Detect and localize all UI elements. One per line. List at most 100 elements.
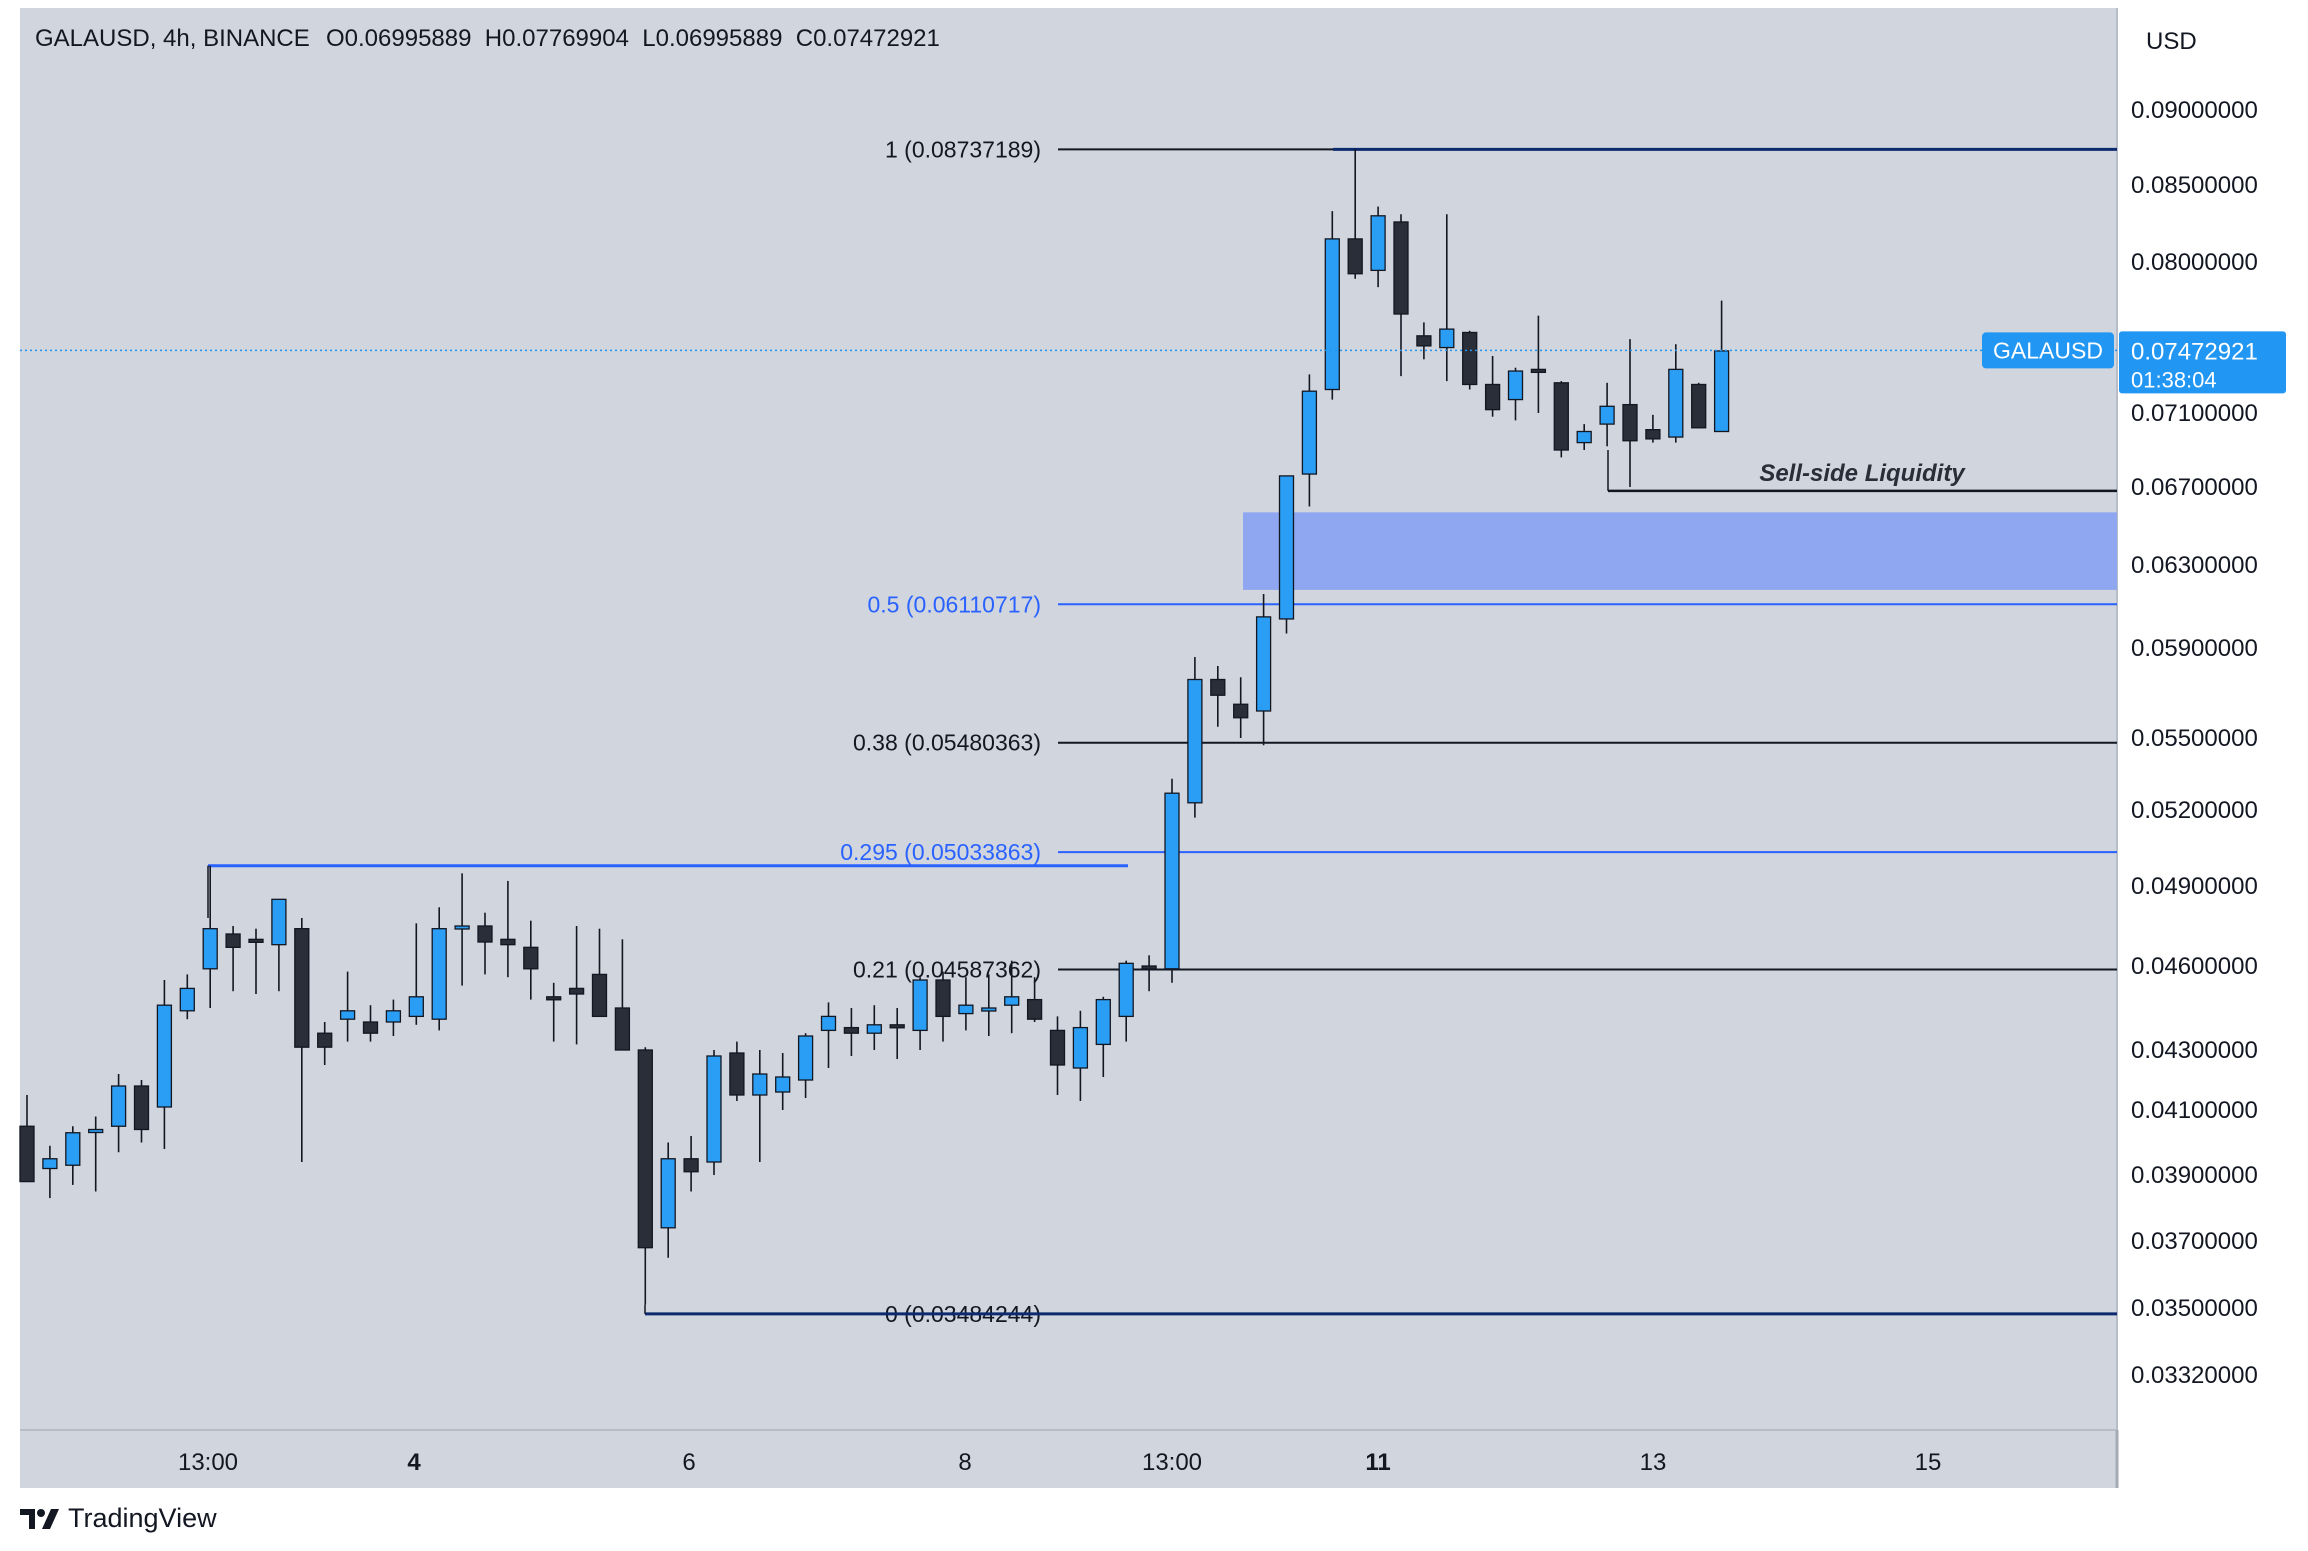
- candle[interactable]: [1004, 960, 1020, 1034]
- candle[interactable]: [683, 1136, 699, 1192]
- candle[interactable]: [1095, 996, 1111, 1077]
- candle[interactable]: [1118, 960, 1134, 1042]
- candle[interactable]: [1668, 344, 1684, 443]
- candle[interactable]: [179, 974, 195, 1020]
- candle[interactable]: [1370, 206, 1386, 288]
- candle[interactable]: [797, 1033, 814, 1098]
- candle[interactable]: [110, 1074, 127, 1153]
- candle[interactable]: [1439, 214, 1455, 382]
- candle-body: [1622, 403, 1638, 442]
- candle[interactable]: [958, 977, 974, 1031]
- candle[interactable]: [912, 977, 928, 1050]
- candle[interactable]: [454, 873, 470, 986]
- currency-button[interactable]: USD: [2128, 16, 2288, 64]
- candle[interactable]: [775, 1053, 791, 1110]
- candle-body: [1576, 430, 1592, 444]
- candle[interactable]: [202, 865, 218, 1008]
- candle[interactable]: [1255, 594, 1272, 746]
- candle-body: [1324, 238, 1340, 391]
- candle-body: [1691, 383, 1707, 429]
- candle[interactable]: [500, 880, 516, 978]
- candle[interactable]: [133, 1080, 150, 1143]
- candle[interactable]: [1347, 149, 1363, 279]
- candle[interactable]: [614, 939, 631, 1051]
- candle[interactable]: [1049, 1016, 1066, 1095]
- price-axis-label: 0.03700000: [2131, 1228, 2258, 1255]
- current-price-value: 0.07472921: [2131, 338, 2258, 365]
- candle[interactable]: [889, 1008, 905, 1059]
- candle[interactable]: [156, 980, 173, 1149]
- candle[interactable]: [843, 1008, 860, 1056]
- candle[interactable]: [1278, 475, 1295, 634]
- candle[interactable]: [752, 1050, 768, 1162]
- candle[interactable]: [385, 999, 402, 1036]
- time-axis-label: 4: [407, 1449, 421, 1476]
- candle[interactable]: [431, 907, 447, 1031]
- tradingview-logo[interactable]: TradingView: [20, 1503, 217, 1534]
- candle[interactable]: [1210, 666, 1226, 727]
- candle[interactable]: [981, 974, 997, 1036]
- candle[interactable]: [1484, 355, 1501, 417]
- price-axis-label: 0.03500000: [2131, 1295, 2258, 1322]
- candle[interactable]: [935, 971, 951, 1042]
- fvg-zone[interactable]: [1243, 512, 2117, 590]
- price-axis-label: 0.04600000: [2131, 953, 2258, 980]
- candle-body: [729, 1052, 745, 1096]
- candle[interactable]: [866, 1005, 882, 1050]
- candle[interactable]: [477, 912, 493, 975]
- candle-body: [1370, 215, 1386, 272]
- candle-body: [156, 1004, 173, 1108]
- candle[interactable]: [660, 1142, 676, 1258]
- candle[interactable]: [1301, 374, 1318, 507]
- candle-body: [1393, 221, 1409, 315]
- candle[interactable]: [1645, 414, 1661, 443]
- candle[interactable]: [1507, 367, 1524, 421]
- candle[interactable]: [362, 1005, 379, 1042]
- candle-body: [889, 1024, 905, 1029]
- candle[interactable]: [546, 982, 562, 1042]
- candle[interactable]: [1233, 677, 1249, 738]
- candle[interactable]: [1599, 382, 1615, 447]
- candle[interactable]: [591, 928, 608, 1018]
- candle[interactable]: [1530, 315, 1547, 413]
- candle[interactable]: [339, 971, 356, 1042]
- candle[interactable]: [1462, 330, 1478, 390]
- candle[interactable]: [1622, 339, 1638, 487]
- candle[interactable]: [637, 1047, 653, 1305]
- candle[interactable]: [1141, 955, 1157, 992]
- price-axis-label: 0.04900000: [2131, 873, 2258, 900]
- candle[interactable]: [42, 1145, 58, 1199]
- candle-body: [1072, 1026, 1089, 1069]
- candle[interactable]: [1164, 778, 1180, 983]
- candle-body: [1301, 390, 1318, 475]
- candle[interactable]: [225, 926, 241, 992]
- candle[interactable]: [568, 926, 585, 1045]
- candle[interactable]: [65, 1126, 81, 1185]
- candle[interactable]: [408, 923, 424, 1025]
- candle[interactable]: [1026, 977, 1043, 1022]
- chart-background[interactable]: [20, 8, 2117, 1488]
- candle[interactable]: [1187, 657, 1203, 818]
- candle[interactable]: [820, 1002, 837, 1068]
- candle[interactable]: [1553, 381, 1569, 458]
- candle[interactable]: [706, 1050, 722, 1175]
- candle[interactable]: [88, 1116, 104, 1192]
- candle[interactable]: [248, 928, 264, 994]
- candle[interactable]: [1691, 382, 1707, 429]
- fib-level-label: 0.5 (0.06110717): [868, 591, 1042, 617]
- candle[interactable]: [1576, 424, 1592, 450]
- candle[interactable]: [271, 898, 287, 992]
- candle[interactable]: [1393, 214, 1409, 377]
- symbol-price-tag[interactable]: GALAUSD: [1982, 332, 2114, 369]
- candle[interactable]: [1416, 322, 1432, 360]
- candle[interactable]: [317, 1022, 333, 1065]
- candle[interactable]: [729, 1041, 745, 1101]
- candle[interactable]: [1324, 211, 1340, 400]
- candle[interactable]: [1072, 1010, 1089, 1101]
- candle-body: [1416, 335, 1432, 347]
- candle[interactable]: [19, 1095, 35, 1183]
- candle[interactable]: [294, 918, 310, 1162]
- candle[interactable]: [523, 920, 539, 1000]
